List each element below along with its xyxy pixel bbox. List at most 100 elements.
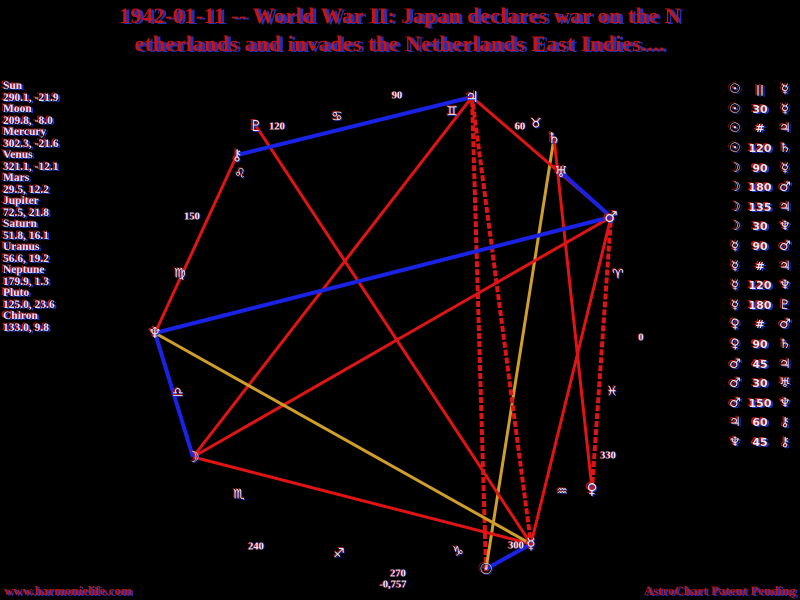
zodiac-capricorn-icon: ♑ <box>452 544 464 560</box>
ephemeris-planet-coords: 179.9, 1.3 <box>3 275 49 288</box>
zodiac-leo-icon: ♌ <box>234 166 246 182</box>
aspect-planet1-glyph: ☽ <box>729 199 741 215</box>
aspect-row: ♃ 60 ⚷ <box>725 413 795 433</box>
aspect-planet2-glyph: ♃ <box>779 199 791 215</box>
ring-degree-label: -0,757 <box>379 579 407 591</box>
aspect-planet1-glyph: ☿ <box>731 239 739 255</box>
aspect-row: ♂ 150 ♆ <box>725 394 795 414</box>
aspect-planet2-glyph: ⚷ <box>780 415 790 431</box>
aspect-line-sun-jupiter <box>469 94 489 572</box>
ephemeris-planet-coords: 51.8, 16.1 <box>3 229 49 242</box>
aspect-planet1-glyph: ♂ <box>729 395 741 411</box>
aspect-row: ☽ 90 ☿ <box>725 158 795 178</box>
aspect-value: 90 <box>752 338 768 352</box>
aspect-value: # <box>755 122 765 136</box>
aspect-planet2-glyph: ☿ <box>781 82 789 98</box>
ring-degree-label: 0 <box>638 332 644 344</box>
zodiac-scorpio-icon: ♏ <box>233 487 245 503</box>
aspect-planet2-glyph: ♅ <box>779 376 791 392</box>
planet-neptune-icon: ♆ <box>148 324 162 342</box>
aspect-line-moon-neptune <box>153 332 195 458</box>
zodiac-virgo-icon: ♍ <box>174 266 186 282</box>
aspect-value: 60 <box>752 416 768 430</box>
planet-jupiter-icon: ♃ <box>465 88 479 106</box>
aspect-planet2-glyph: ♄ <box>779 141 791 157</box>
aspect-value: 180 <box>748 181 772 195</box>
ephemeris-planet-coords: 302.3, -21.6 <box>3 137 59 150</box>
aspect-row: ☿ 180 ♇ <box>725 296 795 316</box>
aspect-planet1-glyph: ☽ <box>729 160 741 176</box>
aspect-value: 30 <box>752 220 768 234</box>
aspect-planet1-glyph: ☉ <box>729 121 741 137</box>
planet-chiron-icon: ⚷ <box>231 146 243 164</box>
aspect-value: 90 <box>752 161 768 175</box>
aspect-list-panel: ☉ || ☿ ☉ 30 ☿ ☉ # ♃ ☉ 120 ♄ ☽ 90 ☿ ☽ 180 ♂ ☽ 135 ♃ ☽ 30 ♆ ☿ 90 ♂ ☿ #… <box>725 80 795 452</box>
aspect-line-sun-saturn <box>484 137 556 570</box>
aspect-planet2-glyph: ♂ <box>779 317 791 333</box>
ephemeris-planet-name: Mercury <box>3 126 47 138</box>
aspect-line-venus-saturn <box>552 137 594 490</box>
aspect-planet2-glyph: ♆ <box>779 278 791 294</box>
ephemeris-planet-name: Saturn <box>3 218 37 230</box>
ephemeris-planet-coords: 290.1, -21.9 <box>3 91 59 104</box>
aspect-value: 45 <box>752 435 768 449</box>
aspect-planet1-glyph: ♃ <box>729 415 741 431</box>
aspect-planet1-glyph: ♂ <box>729 356 741 372</box>
patent-pending-label: AstroChart Patent Pending <box>643 583 796 598</box>
aspect-planet1-glyph: ☽ <box>729 219 741 235</box>
aspect-row: ☿ 120 ♆ <box>725 276 795 296</box>
ring-degree-label: 240 <box>248 541 264 553</box>
ephemeris-planet-coords: 209.8, -8.0 <box>3 114 53 127</box>
aspect-planet2-glyph: ♃ <box>779 121 791 137</box>
aspect-line-moon-mercury <box>192 455 532 546</box>
aspect-row: ☉ 30 ☿ <box>725 100 795 120</box>
aspect-row: ☉ # ♃ <box>725 119 795 139</box>
ephemeris-planet-name: Pluto <box>3 287 30 299</box>
aspect-row: ♆ 45 ⚷ <box>725 433 795 453</box>
aspect-value: 90 <box>752 240 768 254</box>
ring-degree-label: 120 <box>269 121 285 133</box>
aspect-planet2-glyph: ☿ <box>781 160 789 176</box>
aspect-value: 180 <box>748 298 772 312</box>
ring-degree-label: 90 <box>391 90 403 102</box>
ephemeris-planet-coords: 133.0, 9.8 <box>3 321 49 334</box>
zodiac-cancer-icon: ♋ <box>331 109 343 125</box>
aspect-planet1-glyph: ☿ <box>731 258 739 274</box>
ephemeris-planet-name: Moon <box>3 103 32 115</box>
chart-title-line-1: 1942-01-11 -- World War II: Japan declar… <box>118 3 682 28</box>
aspect-value: # <box>755 318 765 332</box>
ring-degree-label: 270 <box>390 568 406 580</box>
aspect-value: 135 <box>748 200 772 214</box>
planet-mars-icon: ♂ <box>604 208 618 226</box>
aspect-value: 45 <box>752 357 768 371</box>
aspect-planet1-glyph: ♀ <box>730 337 740 353</box>
aspect-line-mercury-neptune <box>154 331 532 546</box>
aspect-value: # <box>755 259 765 273</box>
aspect-planet1-glyph: ♆ <box>729 434 741 450</box>
aspect-row: ☽ 30 ♆ <box>725 217 795 237</box>
ephemeris-planet-name: Venus <box>3 149 33 161</box>
aspect-planet2-glyph: ♇ <box>779 297 791 313</box>
aspect-line-sun-mercury <box>485 542 532 571</box>
zodiac-libra-icon: ♎ <box>172 385 184 401</box>
planet-pluto-icon: ♇ <box>249 117 263 135</box>
planet-sun-icon: ☉ <box>479 560 493 578</box>
aspect-row: ☿ # ♃ <box>725 256 795 276</box>
aspect-planet1-glyph: ☉ <box>729 101 741 117</box>
ring-degree-label: 150 <box>184 211 200 223</box>
aspect-value: 120 <box>748 142 772 156</box>
aspect-planet2-glyph: ♃ <box>779 356 791 372</box>
planet-saturn-icon: ♄ <box>547 129 561 147</box>
aspect-line-mercury-jupiter <box>469 94 534 547</box>
aspect-line-venus-mars <box>589 214 614 492</box>
ephemeris-planet-coords: 56.6, 19.2 <box>3 252 49 265</box>
aspect-row: ♂ 45 ♃ <box>725 354 795 374</box>
zodiac-aquarius-icon: ♒ <box>556 484 568 500</box>
ring-degree-label: 330 <box>600 450 616 462</box>
aspect-planet1-glyph: ♂ <box>729 376 741 392</box>
aspect-row: ♂ 30 ♅ <box>725 374 795 394</box>
aspect-planet1-glyph: ☉ <box>729 82 741 98</box>
aspect-value: 120 <box>748 279 772 293</box>
